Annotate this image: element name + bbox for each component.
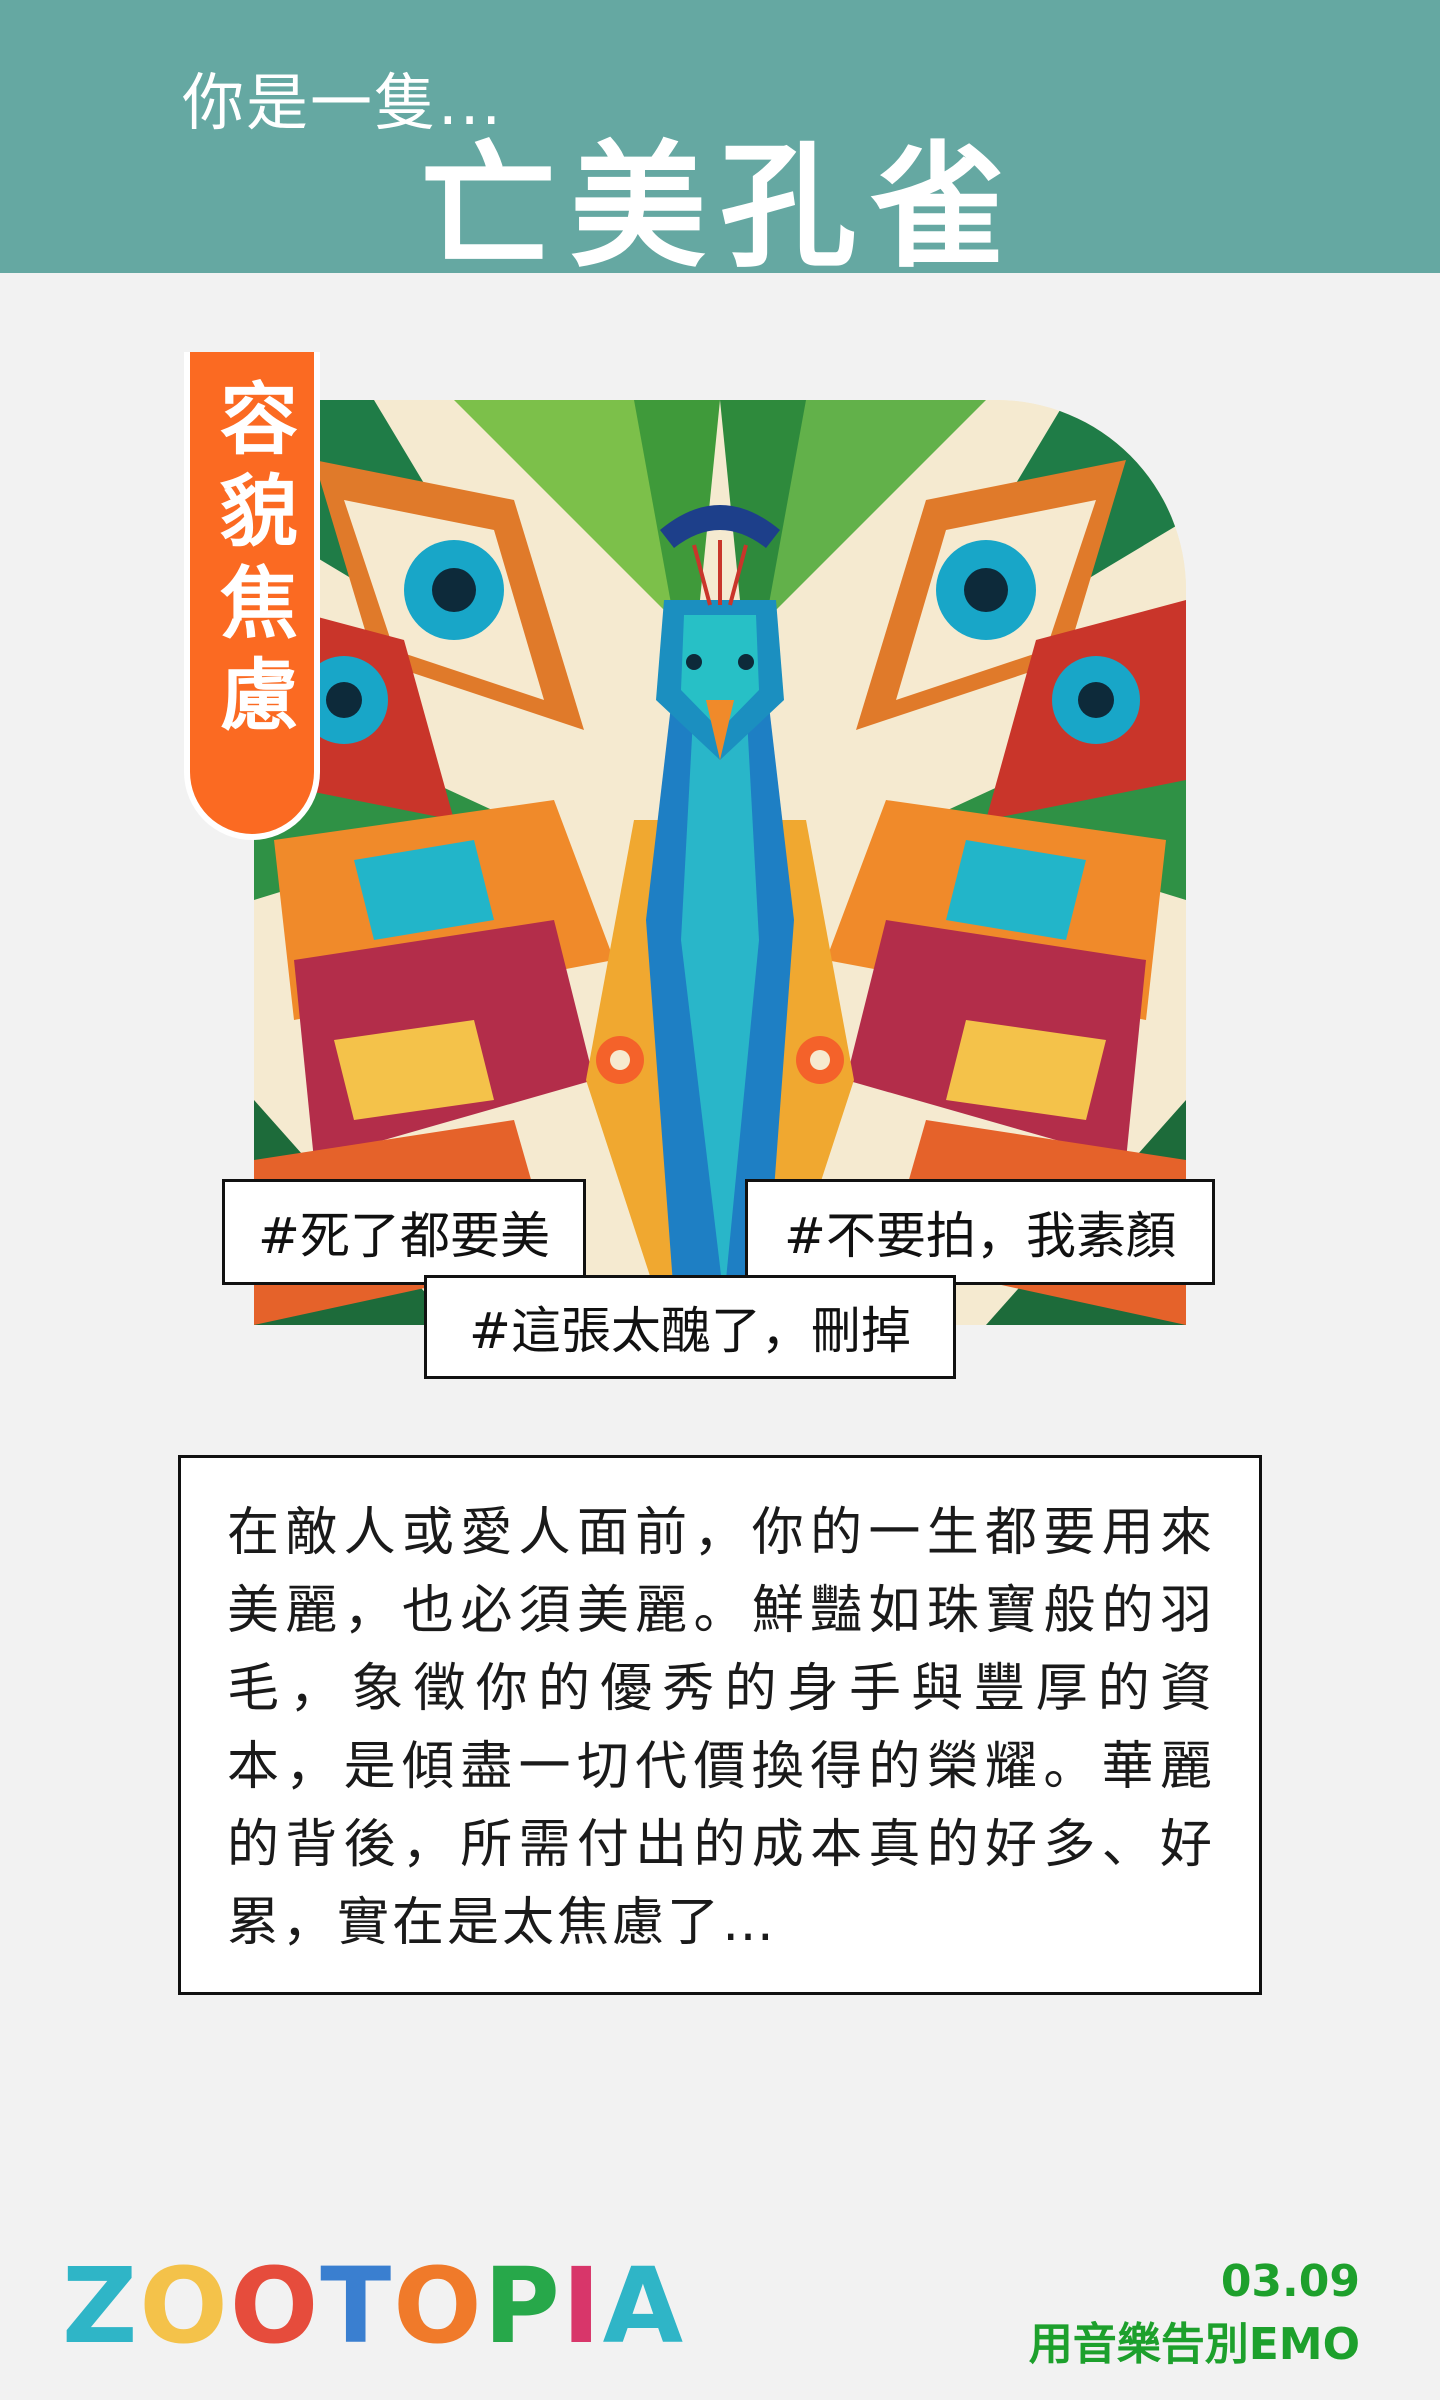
description-text: 在敵人或愛人面前，你的一生都要用來美麗，也必須美麗。鮮豔如珠寶般的羽毛，象徵你的…	[227, 1503, 1215, 1953]
logo-letter: P	[483, 2245, 562, 2367]
logo-letter: O	[229, 2245, 321, 2367]
logo-letter: O	[139, 2245, 230, 2367]
pre-title: 你是一隻...	[182, 66, 504, 139]
zootopia-logo: Z O O T O P I A	[62, 2252, 685, 2358]
logo-letter: O	[393, 2245, 484, 2367]
page-title: 亡美孔雀	[420, 129, 1020, 273]
ribbon-text: 容貌焦慮	[207, 378, 297, 746]
logo-letter: A	[602, 2245, 686, 2367]
hashtag-3: #這張太醜了，刪掉	[424, 1275, 956, 1379]
description-box: 在敵人或愛人面前，你的一生都要用來美麗，也必須美麗。鮮豔如珠寶般的羽毛，象徵你的…	[178, 1455, 1262, 1995]
peacock-icon	[254, 400, 1186, 1325]
logo-letter: T	[320, 2245, 394, 2367]
hashtag-2: #不要拍，我素顏	[745, 1179, 1215, 1285]
ribbon-label: 容貌焦慮	[184, 352, 320, 840]
logo-letter: I	[561, 2245, 603, 2367]
header-banner: 你是一隻... 亡美孔雀	[0, 0, 1440, 273]
peacock-illustration	[254, 400, 1186, 1325]
event-date: 03.09	[1220, 2256, 1360, 2307]
event-name: 用音樂告別EMO	[1028, 2319, 1360, 2370]
hashtag-1: #死了都要美	[222, 1179, 586, 1285]
logo-letter: Z	[62, 2245, 140, 2367]
